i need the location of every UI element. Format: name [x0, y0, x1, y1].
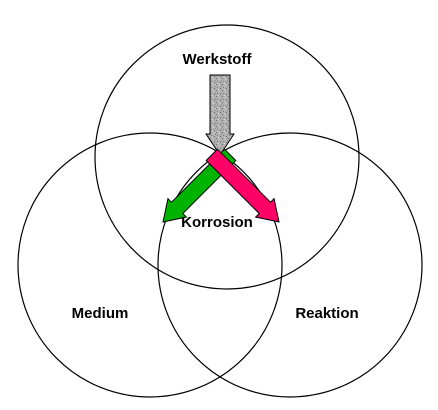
reaktion-circle [157, 132, 423, 398]
korrosion-label: Korrosion [181, 214, 253, 231]
werkstoff-label: Werkstoff [183, 51, 253, 68]
medium-label: Medium [72, 305, 129, 322]
reaktion-label: Reaktion [295, 305, 358, 322]
reaktion-arrow [205, 148, 280, 223]
werkstoff-arrow [205, 74, 235, 156]
medium-circle [17, 132, 283, 398]
werkstoff-circle [94, 24, 360, 290]
